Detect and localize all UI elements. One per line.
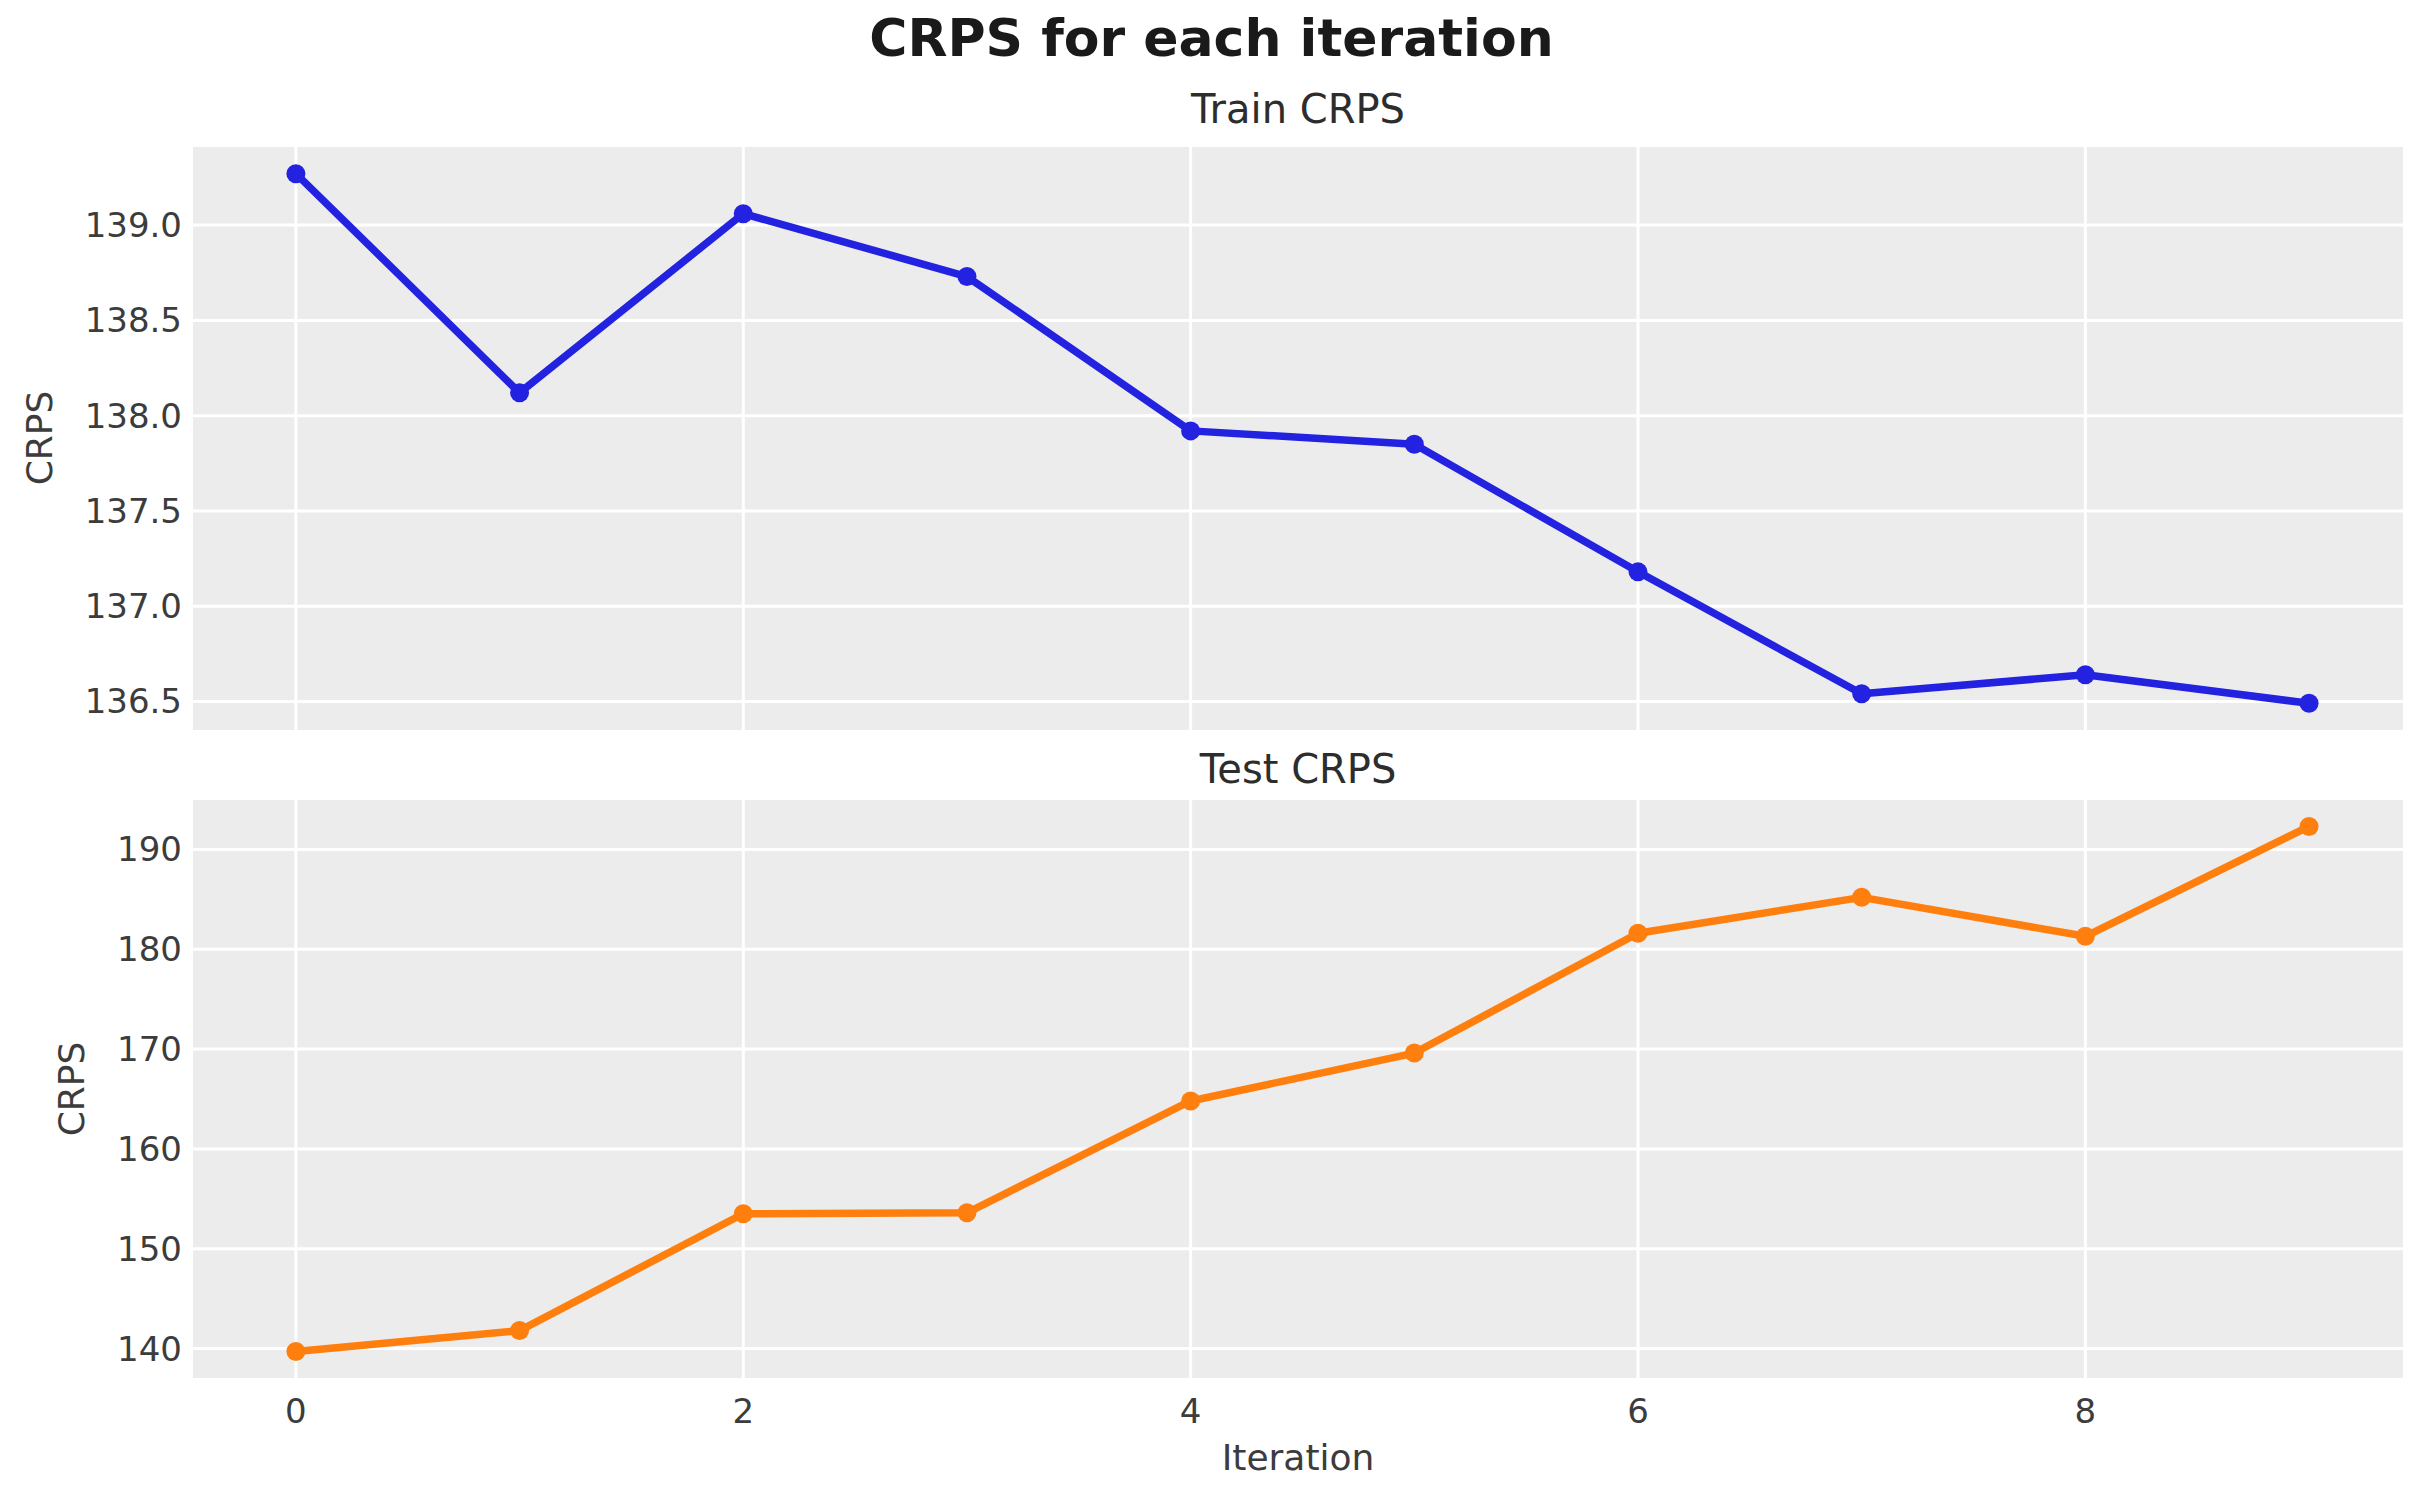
- test-ytick-150: 150: [0, 1229, 182, 1269]
- train-data-point-9: [2300, 694, 2319, 713]
- test-data-point-5: [1405, 1044, 1424, 1063]
- figure-title: CRPS for each iteration: [0, 10, 2423, 66]
- xtick-6: 6: [1627, 1391, 1649, 1431]
- xtick-2: 2: [732, 1391, 754, 1431]
- train-data-point-5: [1405, 435, 1424, 454]
- test-ytick-190: 190: [0, 829, 182, 869]
- test-line-series: [296, 826, 2309, 1351]
- test-ytick-160: 160: [0, 1129, 182, 1169]
- xtick-0: 0: [285, 1391, 307, 1431]
- test-data-point-2: [734, 1204, 753, 1223]
- test-data-point-8: [2076, 927, 2095, 946]
- test-data-point-1: [510, 1321, 529, 1340]
- test-data-point-3: [957, 1203, 976, 1222]
- train-ytick-136.5: 136.5: [0, 681, 182, 721]
- train-data-point-4: [1181, 421, 1200, 440]
- test-ytick-170: 170: [0, 1029, 182, 1069]
- train-ytick-138.0: 138.0: [0, 396, 182, 436]
- train-ytick-137.0: 137.0: [0, 586, 182, 626]
- test-plot-area: [193, 800, 2403, 1378]
- train-data-point-3: [957, 267, 976, 286]
- train-data-point-8: [2076, 665, 2095, 684]
- xtick-4: 4: [1180, 1391, 1202, 1431]
- test-data-point-0: [286, 1342, 305, 1361]
- train-data-point-6: [1629, 562, 1648, 581]
- train-ytick-137.5: 137.5: [0, 491, 182, 531]
- test-chart-title: Test CRPS: [1200, 746, 1397, 792]
- xtick-8: 8: [2075, 1391, 2097, 1431]
- train-data-point-7: [1852, 684, 1871, 703]
- train-chart-title: Train CRPS: [1191, 86, 1405, 132]
- figure: CRPS for each iteration Iteration Train …: [0, 0, 2423, 1501]
- train-plot-area: [193, 147, 2403, 730]
- test-data-point-9: [2300, 817, 2319, 836]
- train-line-series: [296, 174, 2309, 704]
- train-data-point-0: [286, 164, 305, 183]
- test-data-point-7: [1852, 888, 1871, 907]
- test-ytick-180: 180: [0, 929, 182, 969]
- test-data-point-6: [1629, 924, 1648, 943]
- test-ytick-140: 140: [0, 1329, 182, 1369]
- train-data-point-2: [734, 204, 753, 223]
- train-ytick-138.5: 138.5: [0, 300, 182, 340]
- train-data-point-1: [510, 383, 529, 402]
- train-ytick-139.0: 139.0: [0, 205, 182, 245]
- x-axis-label: Iteration: [1222, 1438, 1375, 1478]
- test-data-point-4: [1181, 1091, 1200, 1110]
